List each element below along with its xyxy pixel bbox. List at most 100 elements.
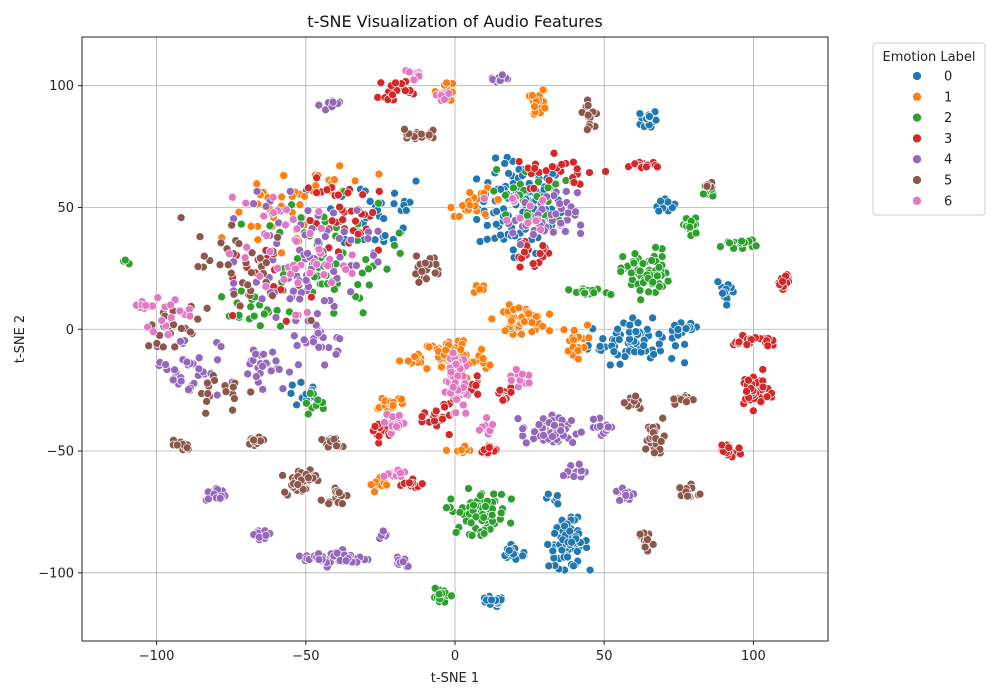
scatter-point-label-1	[422, 364, 432, 374]
scatter-point-label-2	[751, 241, 761, 251]
scatter-point-label-3	[327, 216, 337, 226]
scatter-point-label-4	[563, 208, 573, 218]
scatter-point-label-2	[447, 591, 456, 601]
scatter-point-label-5	[226, 268, 236, 278]
scatter-point-label-0	[508, 245, 518, 255]
scatter-point-label-4	[251, 372, 261, 381]
scatter-point-label-4	[274, 365, 284, 374]
scatter-point-label-3	[305, 216, 315, 225]
scatter-point-label-1	[370, 487, 379, 497]
scatter-point-label-4	[168, 375, 178, 385]
scatter-point-label-5	[648, 540, 658, 549]
scatter-point-label-2	[589, 288, 599, 298]
scatter-point-label-3	[742, 387, 751, 396]
scatter-point-label-0	[680, 340, 689, 349]
scatter-point-label-4	[266, 366, 276, 376]
scatter-point-label-4	[176, 376, 186, 386]
scatter-point-label-3	[748, 406, 758, 416]
scatter-point-label-4	[559, 471, 568, 480]
scatter-point-label-0	[548, 546, 558, 556]
chart-title: t-SNE Visualization of Audio Features	[307, 12, 602, 31]
scatter-point-label-4	[555, 199, 565, 209]
scatter-point-label-6	[536, 225, 545, 235]
scatter-point-label-3	[744, 375, 753, 385]
scatter-point-label-4	[295, 551, 304, 561]
scatter-point-label-4	[278, 384, 288, 394]
scatter-point-label-1	[252, 179, 262, 189]
scatter-point-label-1	[410, 352, 420, 361]
scatter-point-label-4	[567, 416, 576, 425]
scatter-point-label-2	[663, 276, 673, 286]
scatter-point-label-1	[397, 394, 406, 404]
scatter-point-label-2	[364, 280, 374, 290]
scatter-point-label-2	[506, 518, 515, 528]
scatter-point-label-4	[516, 240, 525, 249]
scatter-point-label-4	[378, 526, 388, 536]
scatter-point-label-4	[261, 531, 271, 540]
scatter-point-label-2	[471, 512, 481, 522]
scatter-point-label-6	[451, 408, 461, 418]
scatter-point-label-0	[390, 188, 399, 198]
scatter-point-label-0	[573, 547, 582, 556]
scatter-point-label-5	[215, 260, 225, 270]
scatter-point-label-0	[482, 234, 492, 244]
scatter-point-label-0	[401, 206, 411, 215]
scatter-point-label-5	[177, 324, 186, 333]
scatter-point-label-4	[369, 250, 378, 260]
scatter-point-label-2	[626, 268, 636, 278]
scatter-point-label-6	[166, 313, 176, 323]
scatter-point-label-0	[380, 231, 390, 240]
scatter-point-label-2	[699, 189, 708, 199]
scatter-point-label-4	[329, 267, 339, 276]
scatter-point-label-2	[255, 321, 265, 331]
scatter-point-label-2	[236, 219, 246, 229]
scatter-point-label-0	[482, 221, 492, 230]
scatter-point-label-1	[300, 192, 309, 201]
scatter-point-label-4	[212, 390, 222, 400]
scatter-point-label-4	[216, 342, 226, 351]
scatter-point-label-4	[335, 334, 345, 344]
scatter-point-label-1	[573, 346, 583, 355]
scatter-point-label-5	[583, 101, 593, 110]
scatter-point-label-3	[569, 157, 578, 167]
scatter-point-label-6	[293, 278, 303, 288]
scatter-point-label-3	[353, 229, 363, 239]
scatter-point-label-2	[606, 290, 616, 299]
scatter-point-label-5	[243, 280, 253, 290]
scatter-point-label-0	[286, 389, 296, 398]
scatter-point-label-5	[228, 405, 237, 415]
scatter-point-label-2	[364, 264, 373, 274]
scatter-point-label-3	[514, 157, 524, 166]
scatter-point-label-0	[543, 540, 553, 549]
scatter-point-label-1	[527, 327, 537, 337]
legend-marker-5	[912, 175, 922, 185]
scatter-point-label-1	[442, 446, 451, 455]
scatter-point-label-1	[538, 322, 547, 331]
scatter-point-label-1	[335, 161, 345, 171]
scatter-point-label-1	[395, 356, 404, 366]
legend: Emotion Label 0 1 2 3 4 5 6	[872, 42, 986, 216]
scatter-point-label-6	[259, 211, 269, 221]
scatter-point-label-0	[722, 300, 732, 310]
scatter-point-label-5	[247, 268, 256, 277]
scatter-point-label-0	[560, 521, 569, 531]
scatter-point-label-2	[442, 503, 451, 513]
scatter-point-label-3	[472, 371, 482, 381]
scatter-point-label-0	[491, 219, 501, 229]
scatter-point-label-3	[376, 78, 386, 88]
scatter-point-label-3	[351, 216, 360, 226]
scatter-point-label-5	[316, 495, 326, 505]
scatter-point-label-5	[298, 485, 308, 494]
scatter-point-label-1	[478, 354, 488, 363]
scatter-point-label-2	[361, 255, 371, 264]
scatter-point-label-4	[257, 294, 267, 304]
scatter-point-label-4	[184, 385, 193, 395]
scatter-point-label-3	[473, 389, 483, 399]
scatter-point-label-2	[313, 395, 323, 405]
scatter-point-label-1	[527, 91, 537, 100]
scatter-point-label-6	[508, 194, 517, 203]
scatter-point-label-2	[616, 267, 626, 276]
scatter-point-label-5	[221, 387, 231, 397]
scatter-point-label-3	[724, 443, 734, 452]
scatter-point-label-5	[658, 413, 668, 423]
